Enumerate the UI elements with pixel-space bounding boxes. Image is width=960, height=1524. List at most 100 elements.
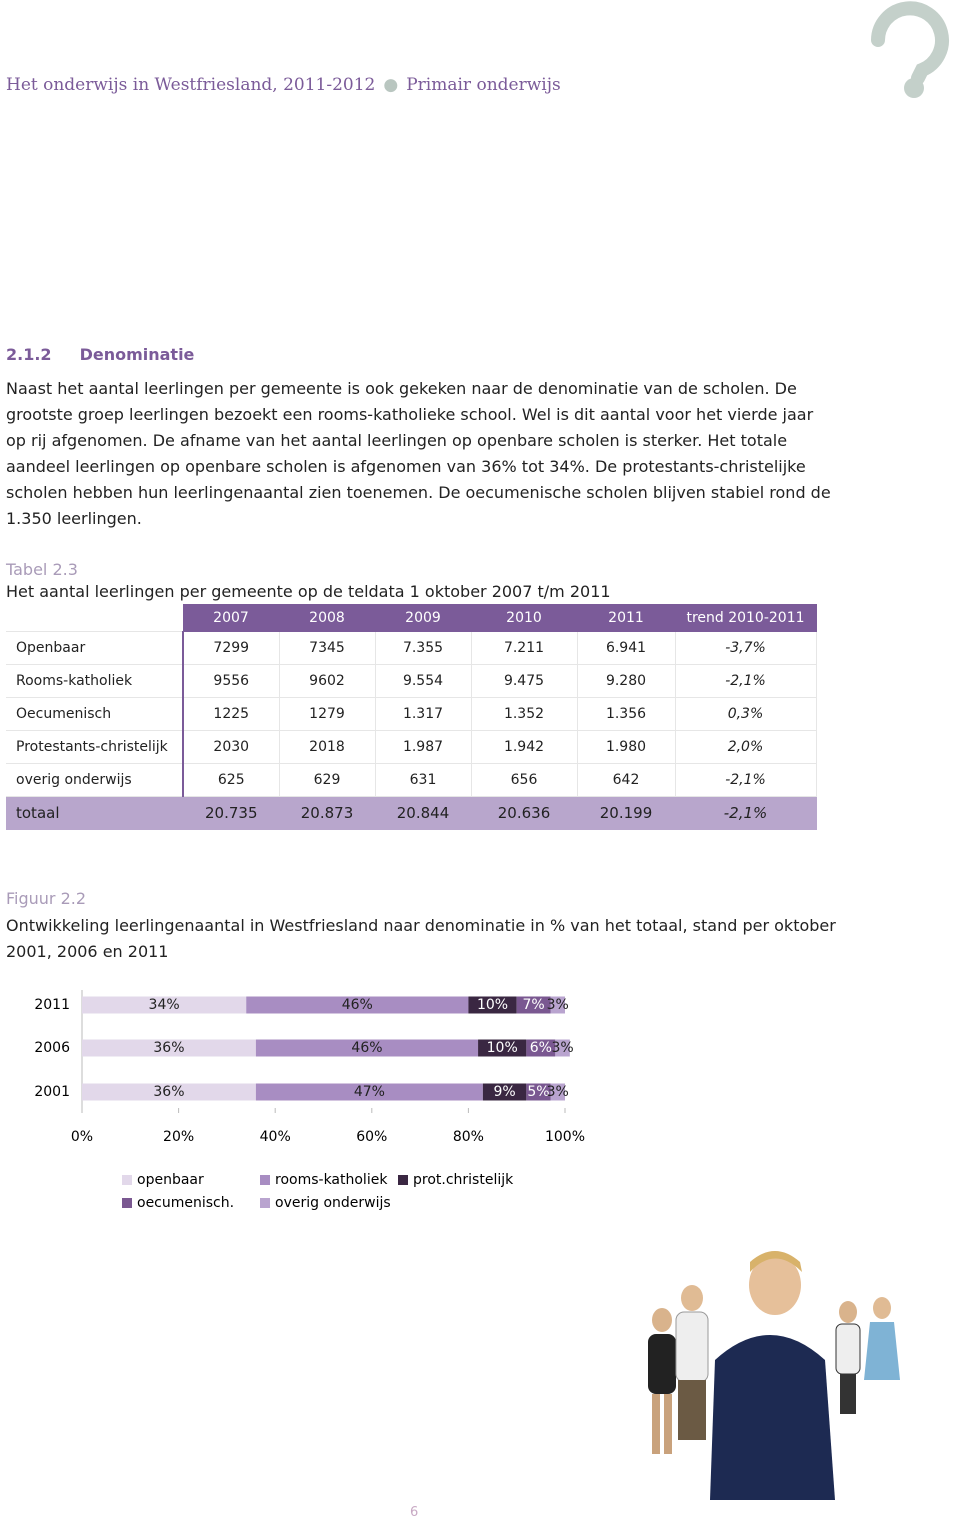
bar-segment: [255, 1083, 483, 1101]
header-section: Primair onderwijs: [406, 75, 561, 95]
legend-swatch: [122, 1198, 132, 1208]
cell: 2018: [278, 730, 376, 764]
section-number: 2.1.2: [6, 345, 52, 364]
cell: 1.356: [576, 697, 676, 731]
value-label: 46%: [351, 1040, 382, 1056]
legend-label: openbaar: [137, 1172, 204, 1188]
cell: 2,0%: [674, 730, 817, 764]
cell: 9602: [278, 664, 376, 698]
cell: 1.942: [470, 730, 578, 764]
table-row: Oecumenisch 1225 1279 1.317 1.352 1.356 0,3%: [6, 697, 817, 731]
bar-segment: [550, 1083, 565, 1101]
bar-segment: [246, 996, 469, 1014]
value-label: 9%: [494, 1084, 516, 1100]
cell: 1279: [278, 697, 376, 731]
page-number: 6: [410, 1505, 419, 1520]
cell: 9.554: [374, 664, 472, 698]
legend-swatch: [398, 1175, 408, 1185]
bar-segment: [526, 1083, 551, 1101]
cell: 7.355: [374, 631, 472, 665]
question-icon: [871, 1, 949, 98]
value-label: 3%: [551, 1040, 573, 1056]
page-header: Het onderwijs in Westfriesland, 2011-201…: [6, 75, 561, 95]
section-title: Denominatie: [79, 345, 195, 364]
row-label: overig onderwijs: [6, 763, 184, 797]
value-label: 46%: [342, 997, 373, 1013]
cell: -2,1%: [674, 796, 817, 830]
photo: [648, 1251, 900, 1500]
x-tick-label: 80%: [453, 1129, 484, 1145]
table-row: Openbaar 7299 7345 7.355 7.211 6.941 -3,7%: [6, 631, 817, 665]
cell: 1.987: [374, 730, 472, 764]
table-row: Rooms-katholiek 9556 9602 9.554 9.475 9.280 -2…: [6, 664, 817, 698]
column-header: 2008: [278, 604, 376, 632]
column-header: 2007: [182, 604, 280, 632]
value-label: 34%: [149, 997, 180, 1013]
cell: 0,3%: [674, 697, 817, 731]
bar-segment: [482, 1083, 527, 1101]
header-title: Het onderwijs in Westfriesland, 2011-201…: [6, 75, 376, 95]
cell: 1225: [182, 697, 280, 731]
bar-segment: [82, 996, 247, 1014]
cell: 629: [278, 763, 376, 797]
bar-segment: [516, 996, 551, 1014]
row-label: Oecumenisch: [6, 697, 184, 731]
value-label: 36%: [153, 1040, 184, 1056]
table: 2007 2008 2009 2010 2011 trend 2010-2011 Openb…: [6, 604, 817, 830]
x-tick-label: 60%: [356, 1129, 387, 1145]
blank-header: [6, 604, 183, 632]
bar-segment: [526, 1039, 556, 1057]
row-label: totaal: [6, 796, 184, 830]
cell: -2,1%: [674, 763, 817, 797]
section-heading: 2.1.2 Denominatie: [6, 345, 194, 364]
column-header: 2011: [576, 604, 676, 632]
cell: 6.941: [576, 631, 676, 665]
cell: 625: [182, 763, 280, 797]
header-row: 2007 2008 2009 2010 2011 trend 2010-2011: [6, 604, 817, 632]
value-label: 3%: [547, 1084, 569, 1100]
bar-segment: [555, 1039, 570, 1057]
value-label: 36%: [153, 1084, 184, 1100]
bar-segment: [478, 1039, 527, 1057]
column-header: 2009: [374, 604, 472, 632]
cell: 20.735: [182, 796, 280, 830]
x-tick-label: 40%: [260, 1129, 291, 1145]
cell: 20.844: [374, 796, 472, 830]
bar-segment: [82, 1039, 256, 1057]
value-label: 10%: [487, 1040, 518, 1056]
cell: 9.475: [470, 664, 578, 698]
cell: 631: [374, 763, 472, 797]
value-label: 6%: [530, 1040, 552, 1056]
cell: 1.980: [576, 730, 676, 764]
figure-label: Figuur 2.2: [6, 889, 87, 908]
row-label: Protestants-christelijk: [6, 730, 184, 764]
bar-segment: [550, 996, 565, 1014]
x-tick-label: 100%: [545, 1129, 585, 1145]
y-tick-label: 2006: [34, 1040, 70, 1056]
y-tick-label: 2011: [34, 997, 70, 1013]
cell: 7345: [278, 631, 376, 665]
legend-label: prot.christelijk: [413, 1172, 514, 1188]
bar-segment: [82, 1083, 256, 1101]
column-header: trend 2010-2011: [674, 604, 817, 632]
legend-swatch: [122, 1175, 132, 1185]
cell: 9556: [182, 664, 280, 698]
cell: 7.211: [470, 631, 578, 665]
cell: 20.873: [278, 796, 376, 830]
cell: 656: [470, 763, 578, 797]
cell: 1.352: [470, 697, 578, 731]
x-tick-label: 20%: [163, 1129, 194, 1145]
y-tick-label: 2001: [34, 1084, 70, 1100]
cell: 1.317: [374, 697, 472, 731]
table-row: overig onderwijs 625 629 631 656 642 -2,1%: [6, 763, 817, 797]
chart: 0% 20% 40% 60% 80% 100%2011 34% 46% 10% 7% 3%2006 3…: [34, 990, 585, 1211]
value-label: 5%: [527, 1084, 549, 1100]
cell: 9.280: [576, 664, 676, 698]
bar-segment: [468, 996, 517, 1014]
cell: 20.199: [576, 796, 676, 830]
value-label: 7%: [522, 997, 544, 1013]
legend-label: oecumenisch.: [137, 1195, 234, 1211]
value-label: 47%: [354, 1084, 385, 1100]
cell: 7299: [182, 631, 280, 665]
